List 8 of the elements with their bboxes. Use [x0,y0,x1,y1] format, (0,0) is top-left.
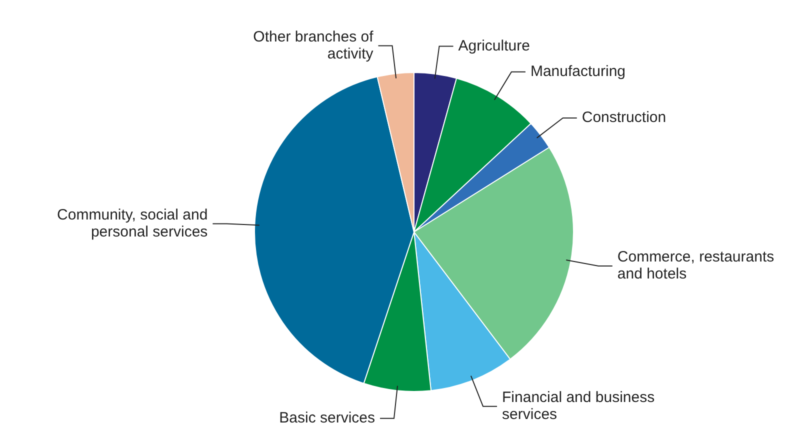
slice-label: Community, social and personal services [57,206,208,240]
slice-label: Construction [582,109,666,126]
slice-label: Other branches of activity [253,28,374,62]
slice-label: Basic services [279,410,376,427]
slice-label: Commerce, restaurants and hotels [617,248,774,283]
slice-label: Manufacturing [530,62,626,80]
slice-label: Financial and business services [502,388,655,423]
slice-label: Agriculture [458,37,530,54]
